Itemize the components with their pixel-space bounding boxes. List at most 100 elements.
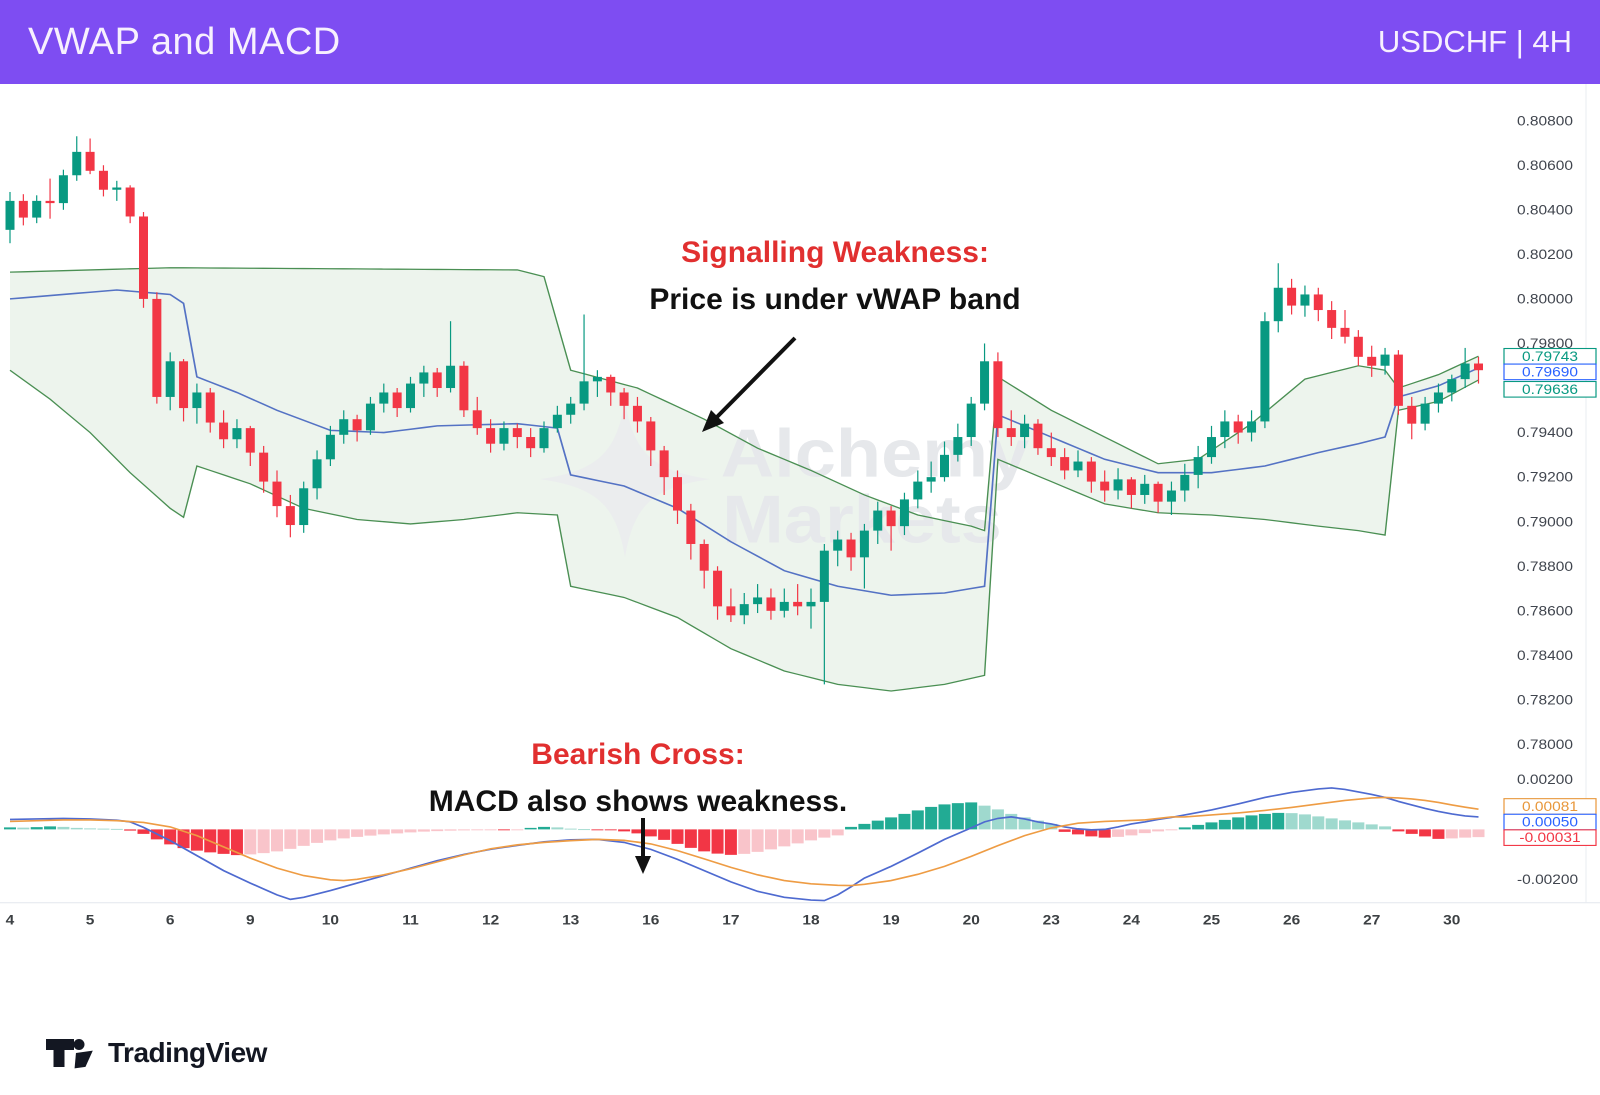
histogram-bar (44, 826, 57, 830)
price-tick-label: 0.80800 (1517, 114, 1573, 129)
histogram-bar (1392, 829, 1405, 832)
candle (339, 419, 349, 435)
candle (192, 392, 202, 409)
candle (1353, 336, 1363, 357)
candle (1113, 479, 1123, 491)
candle (232, 428, 242, 440)
date-label: 19 (882, 913, 899, 928)
symbol-timeframe-label: USDCHF | 4H (1377, 24, 1572, 59)
candle (1166, 490, 1176, 502)
histogram-bar (751, 829, 764, 852)
vwap-lower-band-line (9, 369, 1479, 692)
candle (139, 216, 148, 299)
price-tick-label: 0.78400 (1517, 648, 1573, 663)
histogram-bar (858, 823, 871, 830)
candle (859, 530, 869, 558)
candle (1220, 421, 1230, 438)
histogram-bar (471, 829, 484, 831)
candle (1407, 405, 1417, 424)
histogram-bar (1298, 814, 1311, 830)
candle (953, 437, 963, 455)
histogram-bar (444, 829, 457, 831)
weakness-arrow (702, 336, 797, 432)
candle (1287, 287, 1297, 306)
candle (566, 403, 576, 415)
candle (1327, 310, 1337, 328)
histogram-bar (764, 829, 777, 850)
histogram-bar (845, 826, 858, 830)
date-label: 26 (1283, 913, 1300, 928)
candle (1447, 379, 1457, 393)
candle (1100, 481, 1110, 491)
histogram-bar (97, 828, 110, 830)
candle (1247, 421, 1257, 433)
histogram-bar (805, 829, 817, 841)
histogram-bar (1178, 827, 1191, 830)
candle (85, 151, 95, 171)
candle (379, 392, 389, 404)
histogram-bar (1152, 829, 1165, 832)
candle (1207, 437, 1216, 458)
candles-layer (5, 136, 1483, 685)
histogram-value-box (1503, 829, 1597, 846)
tradingview-logo-icon[interactable] (44, 1033, 96, 1073)
macd-tick-label: 0.00200 (1517, 773, 1573, 788)
histogram-bar (57, 826, 70, 830)
candle (632, 405, 642, 422)
histogram-bar (1218, 819, 1231, 830)
histogram-bar (925, 806, 938, 830)
arrowhead-icon (635, 856, 651, 874)
candle (1433, 392, 1443, 404)
histogram-bar (284, 829, 297, 849)
histogram-bar (1459, 829, 1472, 838)
histogram-bar (965, 802, 978, 830)
annotation-weakness-body: Price is under vWAP band (649, 282, 1021, 316)
macd-value-label: 0.00050 (1522, 815, 1578, 830)
histogram-bar (1205, 822, 1218, 830)
histogram-bar (17, 827, 30, 830)
histogram-bar (4, 827, 16, 830)
tradingview-wordmark[interactable]: TradingView (108, 1036, 267, 1068)
histogram-bar (177, 829, 190, 849)
candle (446, 365, 456, 389)
price-axis: 0.808000.806000.804000.802000.800000.798… (1517, 114, 1573, 753)
histogram-bar (644, 829, 657, 837)
histogram-bar (1245, 815, 1258, 830)
price-tick-label: 0.78200 (1517, 693, 1573, 708)
histogram-bar (591, 829, 604, 831)
candle (1193, 457, 1203, 475)
annotation-weakness: Signalling Weakness: Price is under vWAP… (600, 230, 1070, 323)
histogram-bar (1058, 829, 1071, 832)
histogram-bar (684, 829, 697, 848)
candle (1073, 461, 1083, 471)
candle (966, 403, 976, 438)
histogram-bar (818, 829, 831, 838)
footer: TradingView (0, 1010, 1600, 1095)
candle (1367, 356, 1377, 366)
chart-area: Alchemy Markets 0.80800 0.80600 0.80400 0.802… (0, 84, 1600, 1010)
histogram-bar (1031, 820, 1044, 830)
candle (179, 361, 189, 409)
histogram-bar (978, 805, 991, 830)
histogram-bar (791, 829, 804, 844)
histogram-bar (618, 829, 631, 832)
candle (365, 403, 375, 431)
histogram-bar (1098, 829, 1111, 838)
candle (753, 597, 763, 605)
candle (526, 437, 536, 449)
histogram-bar (951, 803, 964, 830)
histogram-bar (658, 829, 671, 840)
histogram-bar (431, 829, 444, 832)
candle (299, 488, 309, 526)
candle (539, 428, 549, 449)
candle (512, 428, 522, 438)
candle (1273, 287, 1283, 322)
candle (219, 422, 229, 440)
histogram-bar (738, 829, 751, 854)
candle (499, 428, 509, 444)
date-label: 6 (166, 913, 175, 928)
candle (1313, 294, 1323, 311)
histogram-bar (991, 809, 1004, 830)
